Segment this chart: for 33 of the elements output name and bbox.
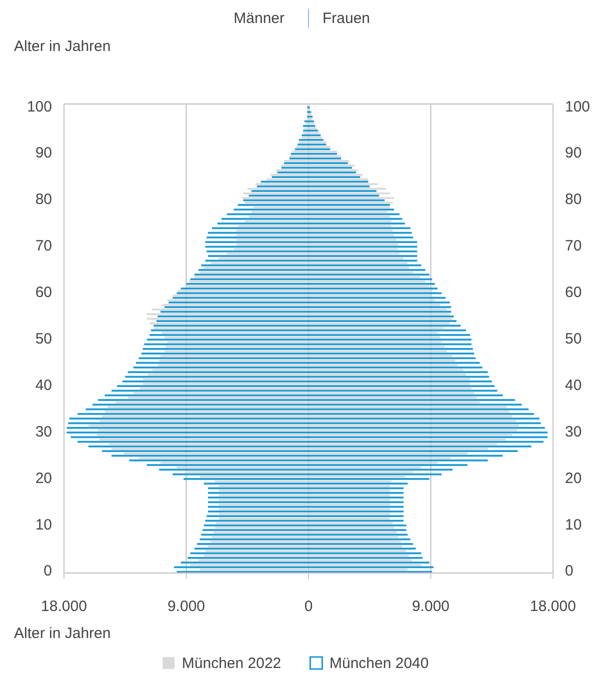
y-tick-label: 0	[44, 562, 52, 580]
category-label: 100	[565, 98, 590, 116]
x-tick-label: 0	[304, 598, 313, 615]
category-label: 40	[565, 376, 582, 394]
y-axis-title: Alter in Jahren	[14, 38, 111, 55]
text: Männer	[234, 10, 285, 27]
y-tick-label: 90	[35, 144, 52, 162]
y-tick-label: 50	[35, 330, 52, 348]
category-label: 90	[565, 144, 582, 162]
text: Frauen	[322, 10, 370, 27]
x-tick-label: 18.000	[41, 598, 87, 615]
y-tick-label: 60	[35, 284, 52, 302]
x-tick-label: 18.000	[530, 598, 576, 615]
y-tick-label: 30	[35, 423, 52, 440]
y-tick-label: 80	[35, 191, 52, 208]
legend-label: München 2040	[330, 655, 429, 672]
y-tick-label: 20	[35, 470, 52, 487]
category-label: 70	[565, 238, 582, 255]
legend-label: München 2022	[182, 655, 282, 672]
category-label: 60	[565, 284, 582, 302]
y-tick-label: 100	[26, 98, 52, 116]
category-label: 10	[565, 516, 582, 534]
category-label: 30	[565, 423, 582, 440]
x-tick-label: 9.000	[412, 598, 450, 615]
category-label: 0	[565, 562, 574, 580]
y-tick-label: 10	[35, 516, 52, 534]
x-axis-title: Alter in Jahren	[14, 625, 111, 642]
category-label: 20	[565, 470, 582, 487]
category-label: 50	[565, 330, 582, 348]
y-tick-label: 70	[35, 238, 52, 255]
category-label: 80	[565, 191, 582, 208]
x-tick-label: 9.000	[167, 598, 206, 615]
y-tick-label: 40	[35, 376, 52, 394]
